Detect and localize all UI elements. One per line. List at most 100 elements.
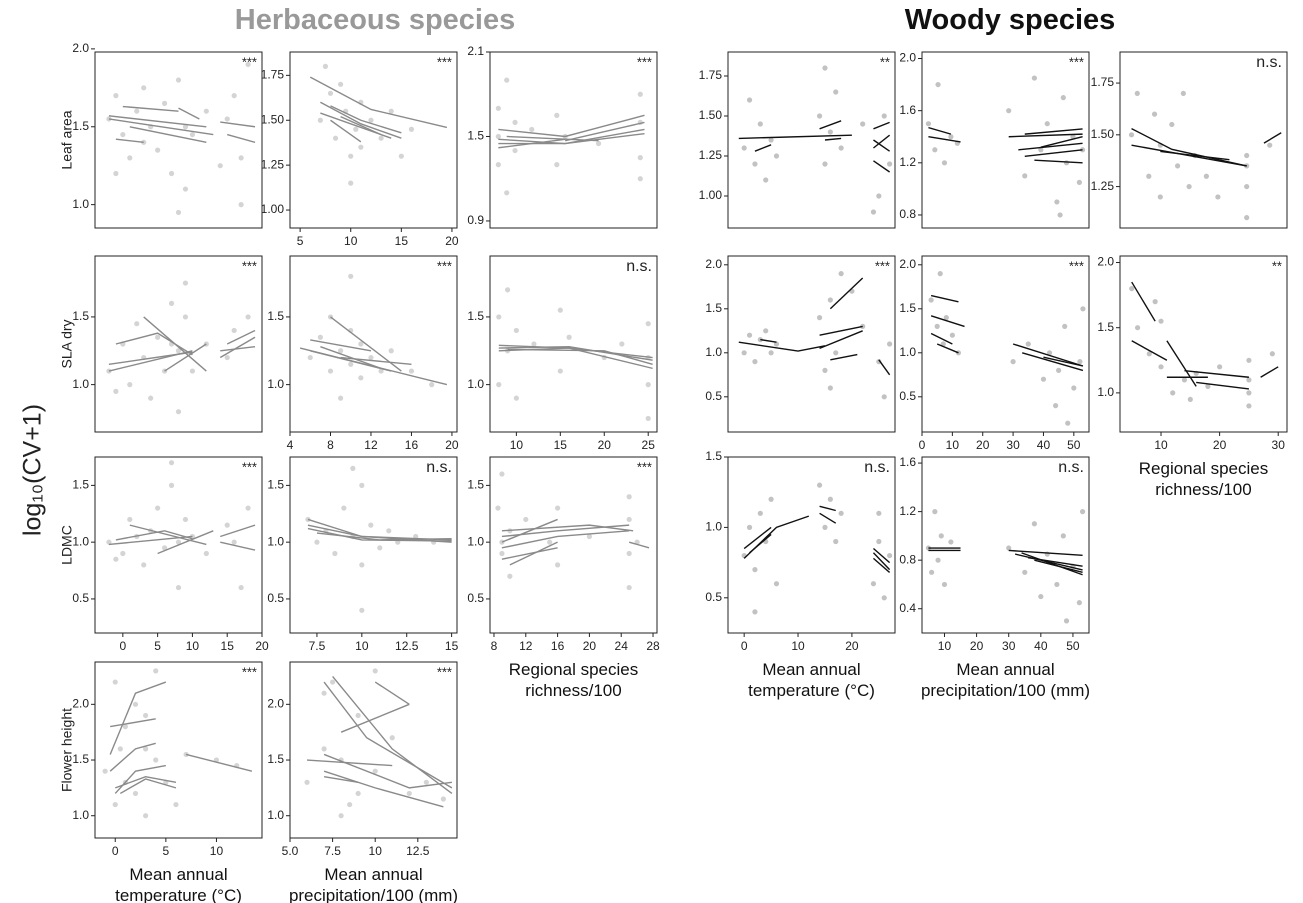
point — [314, 539, 320, 545]
point — [595, 140, 602, 147]
point — [1151, 111, 1158, 117]
point — [102, 768, 108, 774]
fit-line — [1008, 133, 1083, 138]
point — [827, 297, 833, 303]
point — [1038, 593, 1044, 600]
x-tick-label: 7.5 — [309, 639, 326, 653]
point — [238, 155, 244, 161]
fit-line — [110, 718, 156, 728]
point — [245, 61, 251, 68]
x-tick-label: 28 — [646, 639, 660, 653]
x-axis-label: Mean annual temperature (°C) — [748, 660, 875, 700]
x-tick-label: 20 — [445, 234, 459, 248]
point — [816, 482, 823, 488]
y-axis-label: log₁₀(CV+1) — [19, 404, 47, 536]
point — [881, 113, 887, 119]
point — [496, 314, 502, 320]
point — [822, 161, 828, 167]
fit-line — [829, 277, 864, 310]
y-tick-label: 1.2 — [899, 504, 916, 518]
point — [495, 105, 501, 111]
fit-line — [501, 547, 558, 560]
point — [378, 135, 384, 141]
point — [1181, 377, 1188, 383]
fit-line — [1021, 552, 1083, 576]
point — [566, 334, 572, 340]
point — [168, 300, 175, 306]
point — [637, 91, 643, 97]
point — [768, 350, 774, 356]
fit-line — [819, 325, 863, 336]
significance: *** — [242, 54, 257, 69]
y-tick-label: 1.50 — [699, 108, 723, 122]
point — [941, 581, 948, 588]
x-tick-label: 30 — [1272, 438, 1286, 452]
y-tick-label: 1.5 — [72, 752, 89, 766]
point — [327, 368, 334, 374]
x-tick-label: 20 — [970, 639, 984, 653]
point — [377, 545, 383, 551]
panel-frame — [94, 661, 263, 839]
fit-line — [1027, 557, 1083, 567]
y-tick-label: 1.0 — [267, 808, 284, 822]
y-tick-label: 1.50 — [261, 112, 285, 126]
point — [153, 668, 159, 674]
x-tick-label: 20 — [598, 438, 612, 452]
x-tick-label: 5.0 — [282, 844, 299, 858]
point — [1134, 325, 1141, 331]
fit-line — [824, 137, 842, 141]
point — [408, 368, 415, 374]
point — [322, 63, 329, 69]
point — [1025, 341, 1031, 347]
significance: n.s. — [1256, 54, 1282, 71]
point — [355, 712, 361, 719]
fit-line — [119, 778, 177, 795]
point — [106, 539, 112, 545]
point — [120, 550, 126, 557]
point — [876, 538, 882, 545]
significance: *** — [242, 664, 257, 679]
panel-frame — [921, 456, 1090, 634]
fit-line — [1196, 381, 1249, 390]
point — [637, 155, 643, 161]
x-tick-label: 0 — [119, 639, 126, 653]
point — [408, 126, 415, 132]
fit-line — [738, 134, 852, 140]
point — [757, 510, 763, 516]
point — [752, 567, 758, 573]
point — [388, 108, 394, 114]
point — [1169, 121, 1175, 128]
panel-frame — [489, 255, 658, 433]
point — [161, 545, 168, 551]
significance: *** — [242, 258, 257, 273]
fit-line — [310, 350, 392, 372]
y-tick-label: 1.5 — [267, 752, 284, 766]
y-tick-label: 0.5 — [705, 590, 722, 604]
point — [833, 538, 839, 545]
point — [938, 533, 944, 539]
fit-line — [819, 330, 863, 350]
y-tick-label: 1.5 — [705, 301, 722, 315]
point — [860, 323, 866, 329]
point — [347, 801, 353, 808]
fit-line — [498, 114, 645, 138]
fit-line — [1022, 352, 1084, 372]
point — [1186, 183, 1192, 190]
x-tick-label: 7.5 — [324, 844, 341, 858]
point — [1180, 90, 1186, 97]
point — [955, 350, 962, 356]
point — [513, 327, 519, 334]
fit-line — [936, 343, 959, 354]
fit-line — [743, 526, 772, 550]
fit-line — [1040, 136, 1083, 148]
significance: ** — [880, 54, 890, 69]
fit-line — [819, 120, 842, 130]
point — [348, 361, 354, 367]
fit-line — [1043, 356, 1084, 367]
y-tick-label: 1.6 — [899, 455, 916, 469]
fit-line — [873, 139, 891, 152]
point — [499, 539, 505, 545]
y-tick-label: 1.0 — [705, 520, 722, 534]
fit-line — [872, 547, 891, 564]
